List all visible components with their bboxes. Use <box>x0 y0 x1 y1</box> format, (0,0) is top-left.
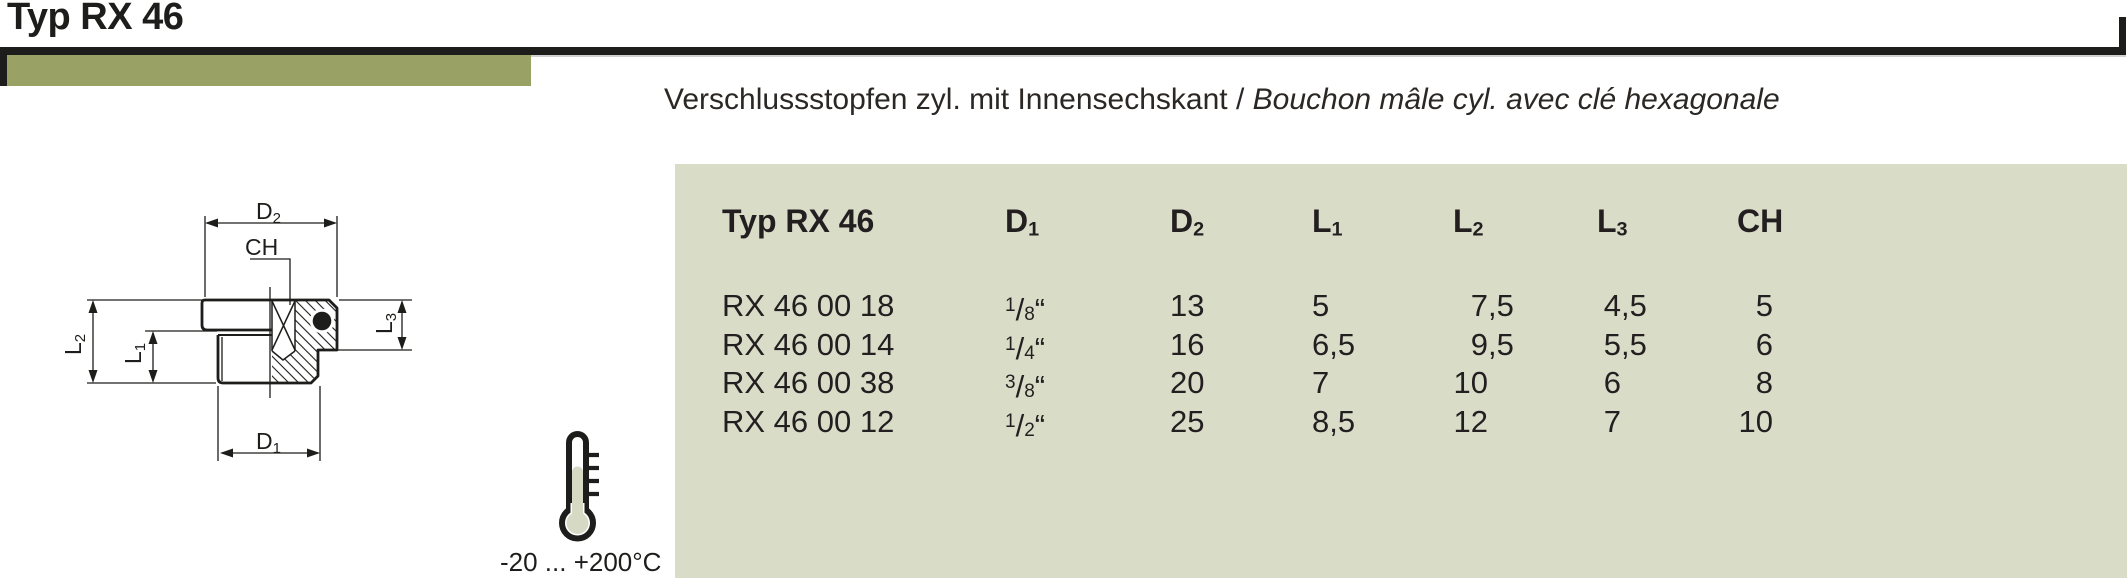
header-rule-tick-left <box>0 47 7 86</box>
cell-d2: 25 <box>1170 404 1205 440</box>
cell-d2: 16 <box>1170 326 1205 362</box>
cell-type: RX 46 00 12 <box>722 404 895 440</box>
cell-d1-fraction: 1/4“ <box>1005 330 1046 366</box>
table-row: RX 46 00 12 1/2“ 25 8,5 12 7 10 <box>675 402 2127 443</box>
header-rule-tick-right <box>2119 17 2126 55</box>
table-header-row: Typ RX 46 D1 D2 L1 L2 L3 CH <box>675 202 2127 241</box>
table-column-header: CH <box>1737 203 1784 239</box>
dimension-labels: D2 CH L2 L1 L3 D1 <box>60 198 400 457</box>
cell-d1-fraction: 1/8“ <box>1005 292 1046 327</box>
header-accent-bar <box>7 55 531 86</box>
table-column-header: D2 <box>1170 203 1205 241</box>
cell-l1: 6,5 <box>1312 326 1356 362</box>
thermometer-icon <box>559 431 599 542</box>
cell-l2: 10 <box>1453 365 1488 401</box>
table-row: RX 46 00 18 1/8“ 13 5 7,5 4,5 5 <box>675 286 2127 327</box>
cell-ch: 8 <box>1755 365 1773 401</box>
cell-l2: 7,5 <box>1470 288 1514 323</box>
subtitle-separator: / <box>1227 83 1253 116</box>
cell-l1: 5 <box>1312 288 1330 323</box>
oring-seal <box>312 311 332 331</box>
cell-l3: 5,5 <box>1603 326 1647 362</box>
cell-type: RX 46 00 14 <box>722 326 895 362</box>
cell-l3: 6 <box>1603 365 1621 401</box>
cell-d1-fraction: 1/2“ <box>1005 408 1046 444</box>
technical-drawing: D2 CH L2 L1 L3 D1 <box>60 198 412 461</box>
dimension-arrows <box>88 218 407 458</box>
cell-l3: 4,5 <box>1603 288 1647 323</box>
product-subtitle: Verschlussstopfen zyl. mit Innensechskan… <box>664 80 1780 120</box>
part-outline <box>200 298 339 385</box>
table-column-header: L1 <box>1312 203 1343 241</box>
table-column-header: L2 <box>1453 203 1484 241</box>
cell-ch: 5 <box>1755 288 1773 323</box>
dim-label-d2: D2 <box>256 198 281 227</box>
cell-d2: 13 <box>1170 288 1205 323</box>
table-header-title: Typ RX 46 <box>722 203 875 239</box>
cell-d2: 20 <box>1170 365 1205 401</box>
cell-l1: 7 <box>1312 365 1330 401</box>
header-rule <box>0 47 2126 55</box>
table-row: RX 46 00 38 3/8“ 20 7 10 6 8 <box>675 363 2127 404</box>
table-row: RX 46 00 14 1/4“ 16 6,5 9,5 5,5 6 <box>675 325 2127 366</box>
cell-ch: 6 <box>1755 326 1773 362</box>
product-subtitle-fr: Bouchon mâle cyl. avec clé hexagonale <box>1252 83 1780 116</box>
cell-l3: 7 <box>1603 404 1621 440</box>
cell-l2: 9,5 <box>1470 326 1514 362</box>
cell-type: RX 46 00 38 <box>722 365 895 401</box>
dim-label-l3: L3 <box>371 313 400 334</box>
temperature-range: -20 ... +200°C <box>500 547 662 577</box>
dim-label-l2: L2 <box>60 334 89 355</box>
hex-socket-lines <box>271 300 296 361</box>
cell-l2: 12 <box>1453 404 1488 440</box>
cell-type: RX 46 00 18 <box>722 288 895 323</box>
table-column-header: L3 <box>1597 203 1628 241</box>
dim-label-d1: D1 <box>256 428 281 457</box>
cell-l1: 8,5 <box>1312 404 1356 440</box>
page-title: Typ RX 46 <box>7 0 184 38</box>
table-column-header: D1 <box>1005 203 1040 241</box>
dim-label-ch: CH <box>245 234 278 260</box>
cell-d1-fraction: 3/8“ <box>1005 369 1046 405</box>
data-table: Typ RX 46 D1 D2 L1 L2 L3 CH RX 46 00 18 1/8“ 13 5 7… <box>675 164 2127 578</box>
product-subtitle-de: Verschlussstopfen zyl. mit Innensechskan… <box>664 83 1228 116</box>
cell-ch: 10 <box>1738 404 1773 440</box>
dim-label-l1: L1 <box>120 343 149 364</box>
